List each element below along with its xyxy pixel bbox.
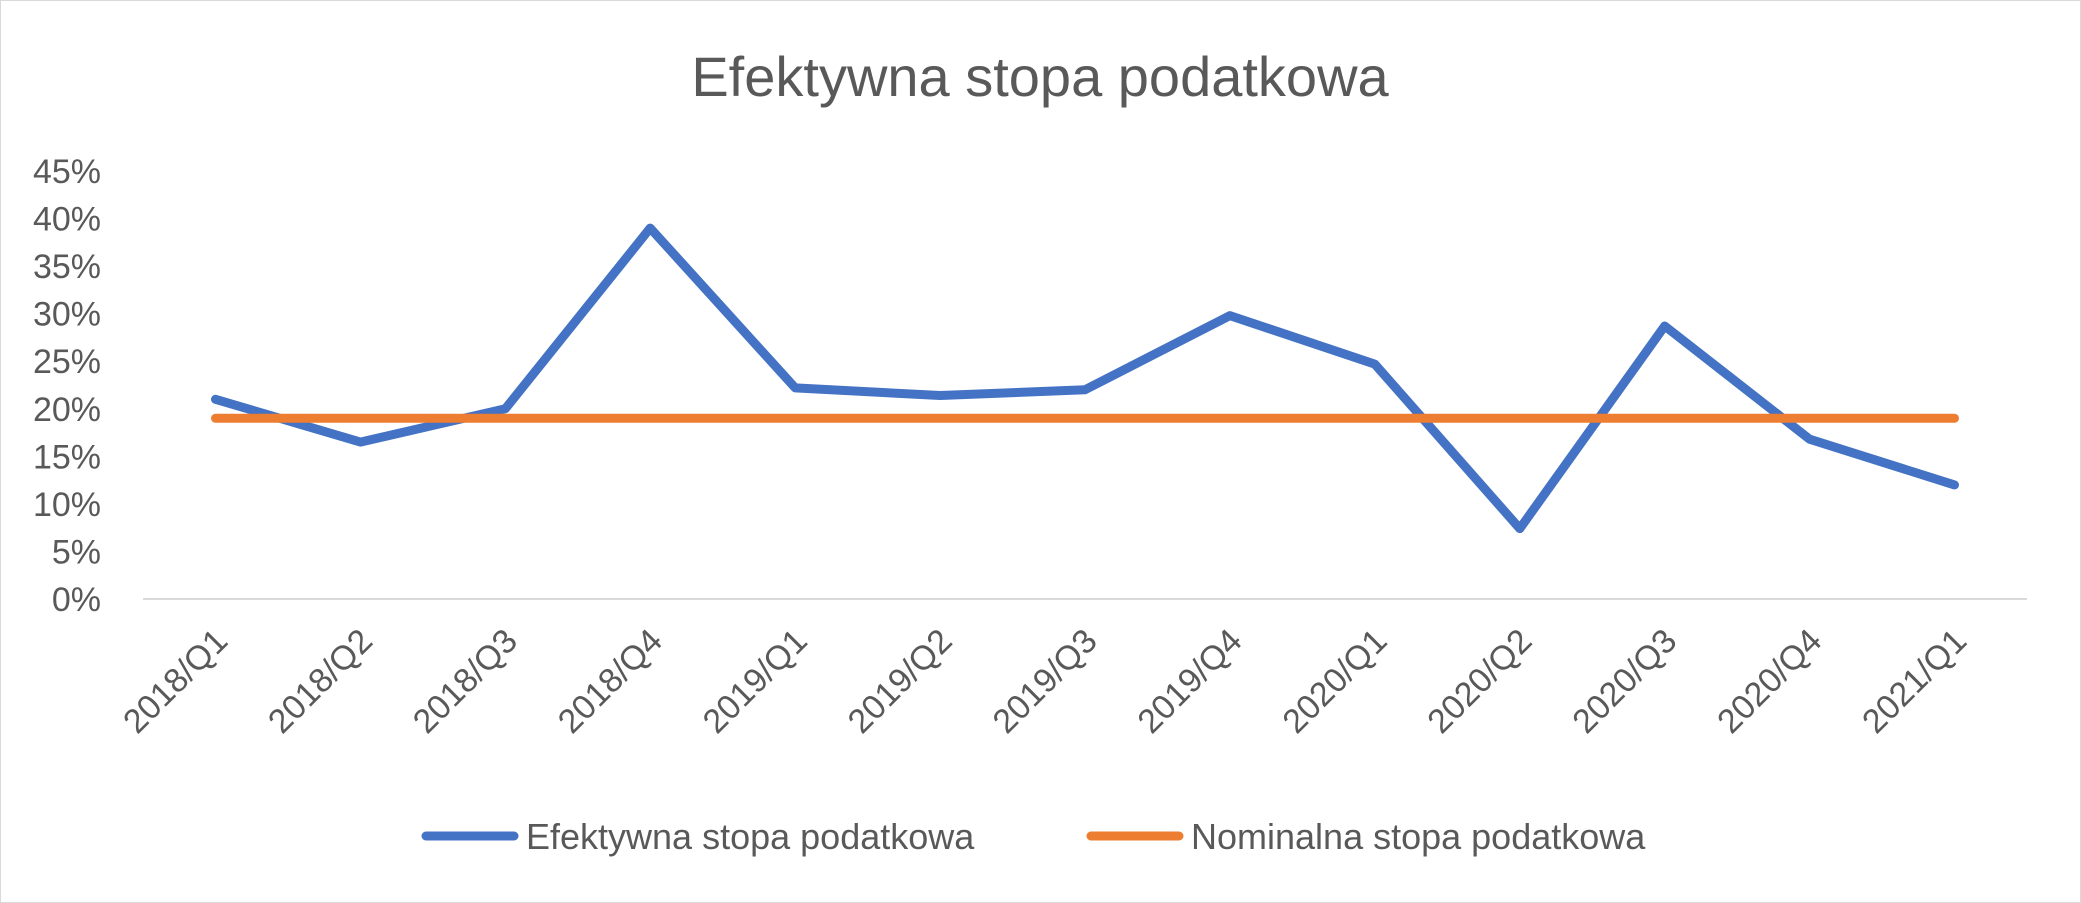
x-tick-label: 2018/Q1 — [116, 622, 235, 741]
y-tick-label: 45% — [33, 153, 101, 191]
x-tick-label: 2021/Q1 — [1855, 622, 1974, 741]
y-tick-label: 35% — [33, 248, 101, 286]
x-tick-label: 2019/Q1 — [696, 622, 815, 741]
y-tick-label: 15% — [33, 438, 101, 476]
x-tick-label: 2019/Q4 — [1130, 622, 1249, 741]
y-tick-label: 40% — [33, 201, 101, 239]
chart-title: Efektywna stopa podatkowa — [691, 45, 1389, 108]
series-line-1 — [211, 223, 1959, 534]
x-tick-label: 2020/Q4 — [1710, 622, 1829, 741]
x-tick-label: 2020/Q2 — [1420, 622, 1539, 741]
x-tick-label: 2020/Q3 — [1565, 622, 1684, 741]
legend-label: Nominalna stopa podatkowa — [1191, 816, 1646, 857]
x-tick-label: 2018/Q4 — [551, 622, 670, 741]
x-tick-label: 2018/Q2 — [261, 622, 380, 741]
series-layer — [211, 223, 1959, 534]
legend: Efektywna stopa podatkowa Nominalna stopa… — [421, 816, 1646, 857]
legend-label: Efektywna stopa podatkowa — [526, 816, 975, 857]
y-tick-label: 25% — [33, 343, 101, 381]
x-tick-label: 2019/Q3 — [986, 622, 1105, 741]
y-tick-label: 10% — [33, 486, 101, 524]
y-tick-label: 20% — [33, 391, 101, 429]
y-tick-label: 5% — [52, 533, 101, 571]
x-tick-label: 2020/Q1 — [1275, 622, 1394, 741]
x-tick-label: 2018/Q3 — [406, 622, 525, 741]
y-tick-label: 30% — [33, 296, 101, 334]
y-axis-labels: 0% 5% 10% 15% 20% 25% 30% 35% 40% 45% — [33, 153, 101, 619]
x-tick-label: 2019/Q2 — [841, 622, 960, 741]
y-tick-label: 0% — [52, 581, 101, 619]
x-axis-labels: 2018/Q1 2018/Q2 2018/Q3 2018/Q4 2019/Q1 2019/… — [116, 622, 1974, 741]
